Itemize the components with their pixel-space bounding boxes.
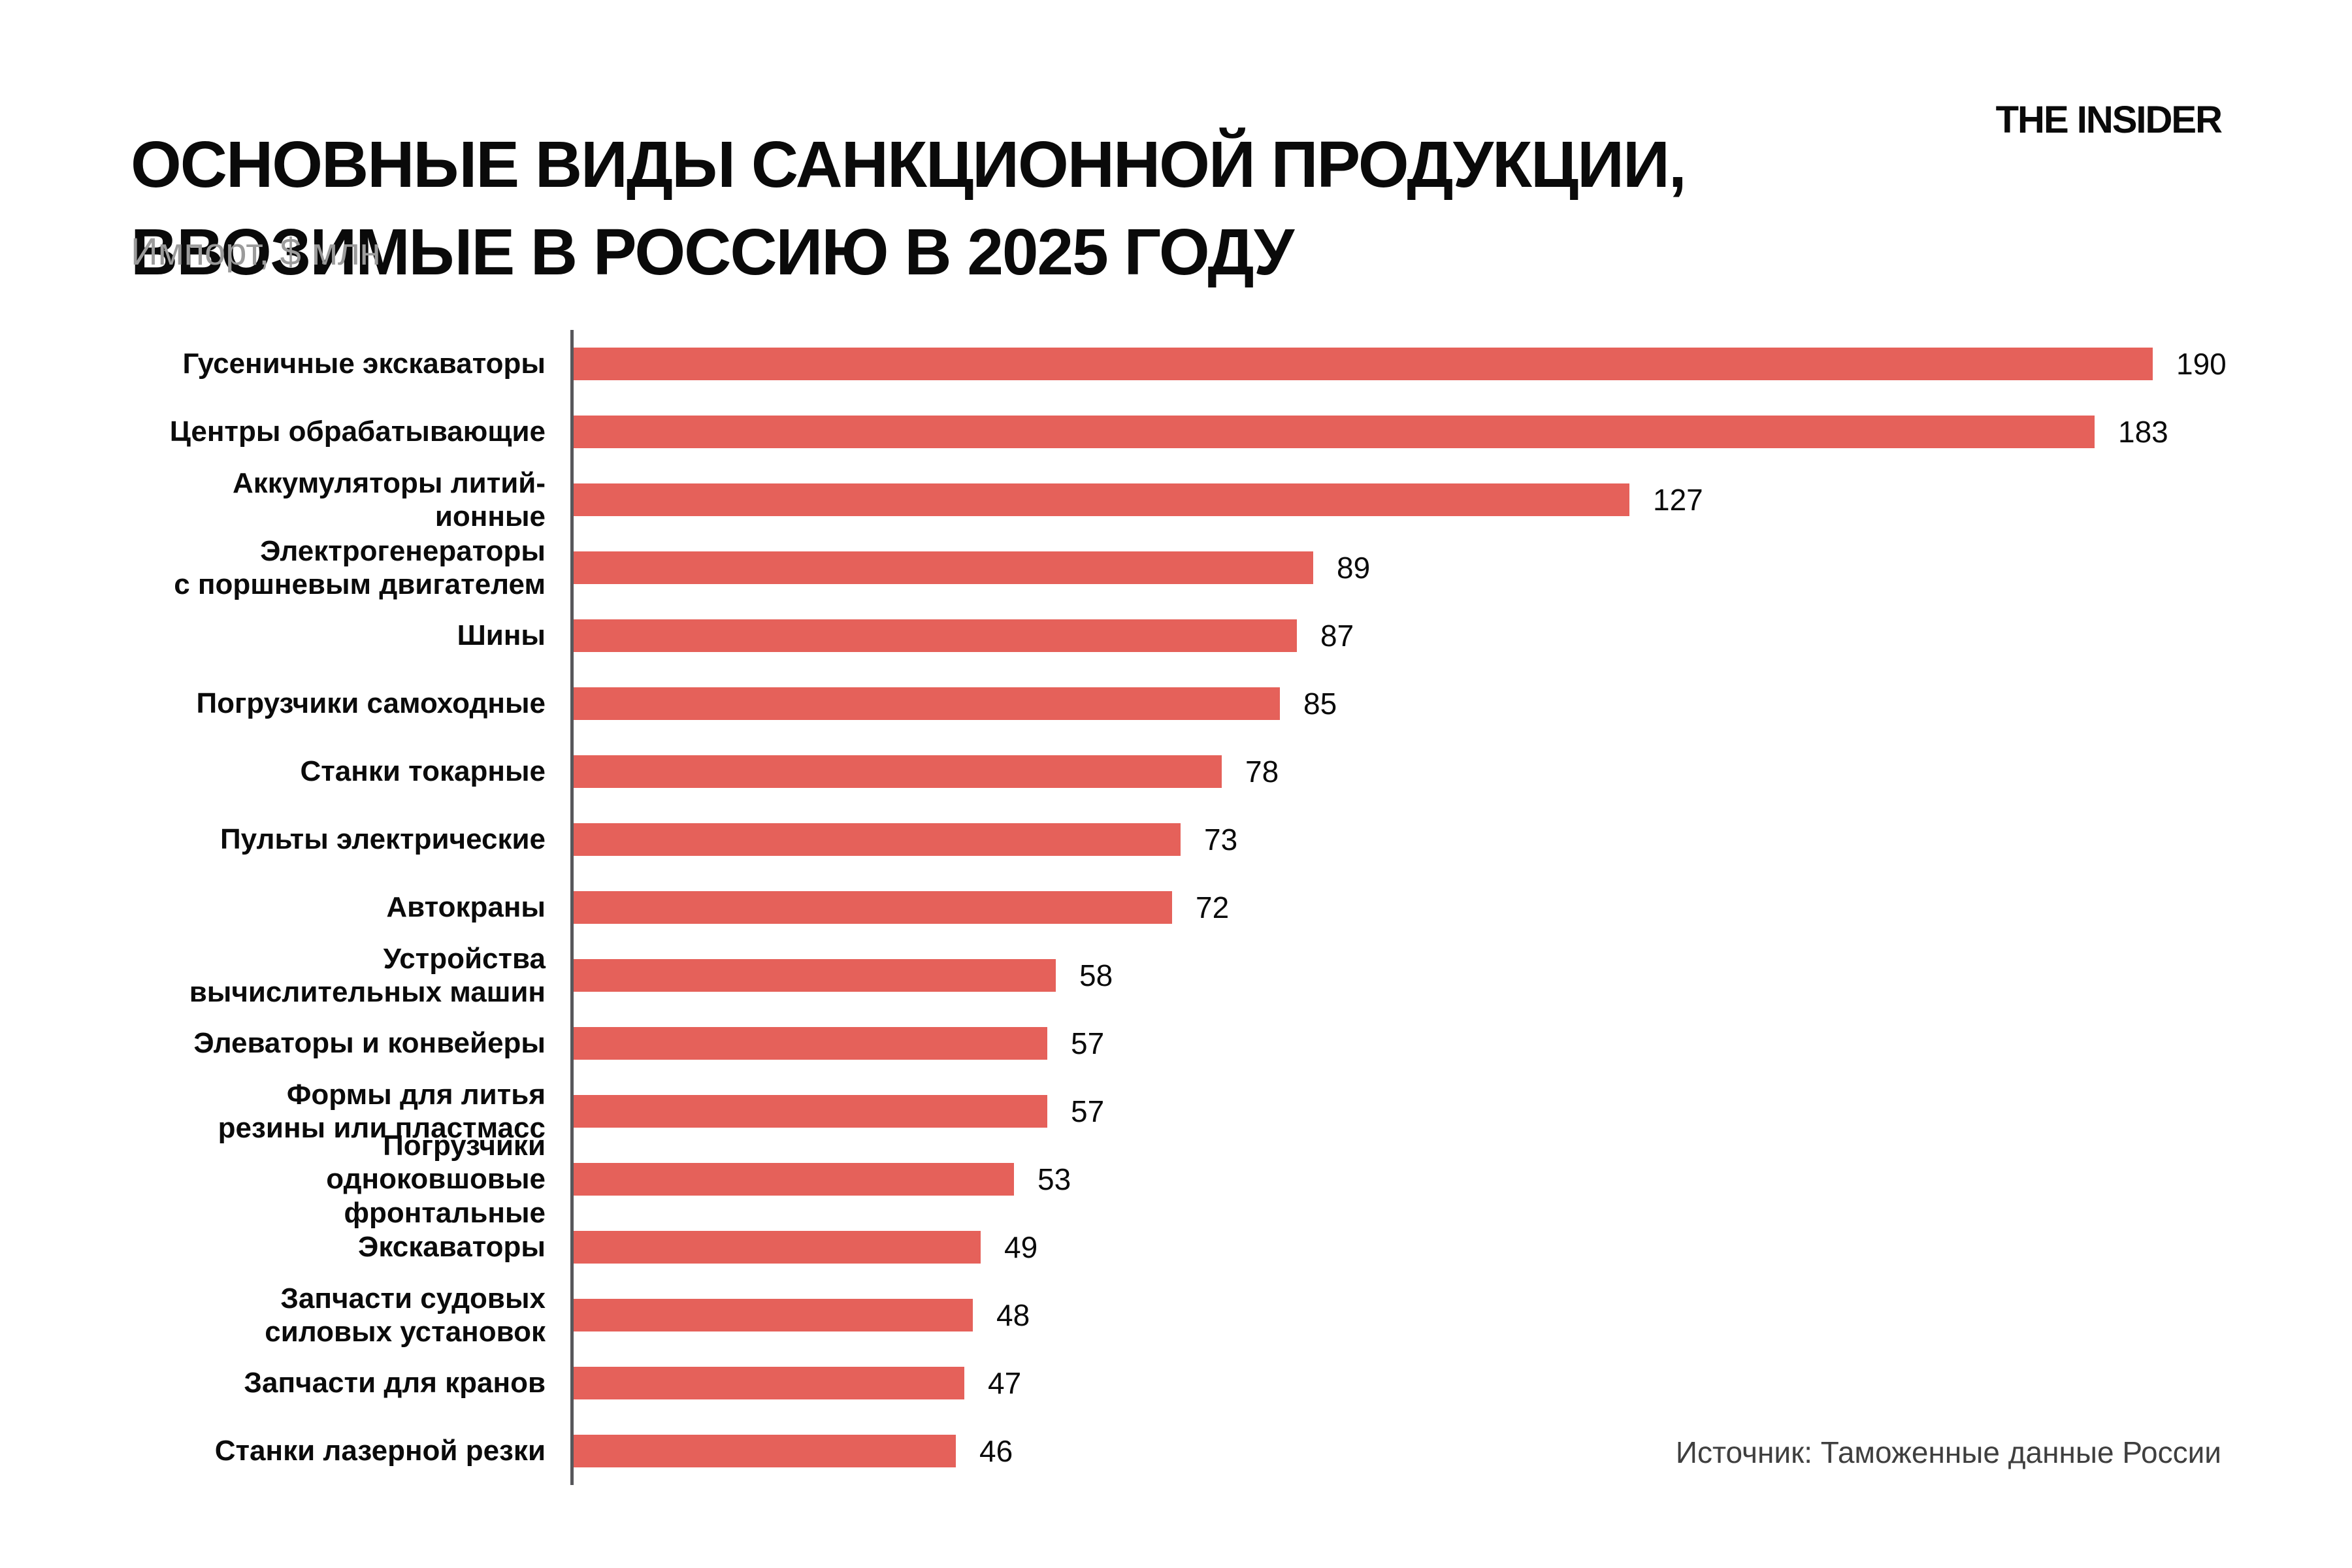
page-title-line-2: ВВОЗИМЫЕ В РОССИЮ В 2025 ГОДУ [131, 216, 1294, 289]
bar-row: Устройства вычислительных машин 58 [131, 941, 2221, 1009]
bar-plot-area: 47 [570, 1349, 2221, 1417]
bar-label: Запчасти для кранов [244, 1367, 546, 1399]
bar [574, 1027, 1047, 1060]
bar-plot-area: 57 [570, 1077, 2221, 1145]
bar-label: Станки лазерной резки [214, 1435, 546, 1467]
bar-plot-area: 78 [570, 738, 2221, 806]
bar-plot-area: 85 [570, 670, 2221, 738]
bar [574, 348, 2153, 380]
bar [574, 483, 1629, 516]
bar-label: Шины [457, 619, 546, 652]
bar-row: Экскаваторы 49 [131, 1213, 2221, 1281]
bar [574, 1367, 964, 1399]
bar-label: Автокраны [386, 891, 546, 924]
bar-row: Формы для литья резины или пластмасс 57 [131, 1077, 2221, 1145]
bar [574, 1231, 981, 1264]
bar [574, 1163, 1014, 1196]
bar [574, 687, 1280, 720]
bar-value: 85 [1303, 687, 1337, 721]
bar-row: Станки лазерной резки 46 [131, 1417, 2221, 1485]
bar-value: 78 [1245, 755, 1279, 789]
bar-value: 89 [1337, 551, 1371, 585]
bar-plot-area: 183 [570, 398, 2221, 466]
bar-plot-area: 87 [570, 602, 2221, 670]
bar-value: 49 [1004, 1230, 1038, 1264]
bar-row: Элеваторы и конвейеры 57 [131, 1009, 2221, 1077]
bar-label: Гусеничные экскаваторы [182, 348, 546, 380]
bar-label: Экскаваторы [358, 1231, 546, 1264]
source-note: Источник: Таможенные данные России [1675, 1435, 2221, 1469]
bar-row: Шины 87 [131, 602, 2221, 670]
bar [574, 551, 1313, 584]
bar-value: 46 [979, 1434, 1013, 1468]
bar [574, 1299, 973, 1331]
bar-plot-area: 48 [570, 1281, 2221, 1349]
bar-label: Станки токарные [300, 755, 546, 788]
bar [574, 823, 1181, 856]
bar-value: 72 [1196, 890, 1230, 924]
bar-plot-area: 49 [570, 1213, 2221, 1281]
bar [574, 755, 1222, 788]
bar-value: 73 [1204, 823, 1238, 857]
bar-plot-area: 57 [570, 1009, 2221, 1077]
bar-plot-area: 53 [570, 1145, 2221, 1213]
bar-plot-area: 58 [570, 941, 2221, 1009]
bar-value: 190 [2176, 347, 2227, 381]
bar-value: 53 [1037, 1162, 1071, 1196]
bar-label: Погрузчики самоходные [196, 687, 546, 720]
bar-value: 57 [1071, 1094, 1105, 1128]
bar-label: Устройства вычислительных машин [189, 942, 546, 1008]
bar-row: Станки токарные 78 [131, 738, 2221, 806]
bar [574, 416, 2095, 448]
bar-value: 87 [1320, 619, 1354, 653]
bar-row: Центры обрабатывающие 183 [131, 398, 2221, 466]
bar-row: Погрузчики одноковшовые фронтальные 53 [131, 1130, 2221, 1228]
bar-plot-area: 72 [570, 874, 2221, 941]
bar-row: Аккумуляторы литий-ионные 127 [131, 466, 2221, 534]
page-title: ОСНОВНЫЕ ВИДЫ САНКЦИОННОЙ ПРОДУКЦИИ, ВВО… [131, 121, 1687, 296]
bar-plot-area: 127 [570, 466, 2221, 534]
bar [574, 1435, 956, 1467]
bar [574, 959, 1056, 992]
bar-label: Электрогенераторы с поршневым двигателем [174, 534, 546, 600]
bar-row: Автокраны 72 [131, 874, 2221, 941]
bar-value: 57 [1071, 1026, 1105, 1060]
bar-value: 183 [2118, 415, 2168, 449]
bar-label: Формы для литья резины или пластмасс [218, 1078, 546, 1144]
bar-plot-area: 73 [570, 806, 2221, 874]
bar-plot-area: 89 [570, 534, 2221, 602]
bar-row: Электрогенераторы с поршневым двигателем… [131, 534, 2221, 602]
bar-label: Пульты электрические [220, 823, 546, 856]
chart-subtitle: Импорт, $ млн [131, 231, 381, 273]
bar-label: Элеваторы и конвейеры [193, 1027, 546, 1060]
bar-plot-area: 46 [570, 1417, 2221, 1485]
bar-label: Погрузчики одноковшовые фронтальные [326, 1130, 546, 1229]
bar-plot-area: 190 [570, 330, 2227, 398]
bar-row: Запчасти для кранов 47 [131, 1349, 2221, 1417]
bar-chart: Гусеничные экскаваторы 190 Центры обрабаты… [131, 330, 2227, 1485]
bar [574, 891, 1172, 924]
bar [574, 619, 1297, 652]
bar [574, 1095, 1047, 1128]
bar-label: Центры обрабатывающие [169, 416, 546, 448]
bar-value: 47 [988, 1366, 1022, 1400]
bar-value: 58 [1079, 958, 1113, 992]
bar-row: Пульты электрические 73 [131, 806, 2221, 874]
the-insider-logo: THE INSIDER [1995, 99, 2223, 141]
bar-label: Запчасти судовых силовых установок [265, 1282, 546, 1348]
bar-value: 48 [996, 1298, 1030, 1332]
bar-value: 127 [1653, 483, 1703, 517]
bar-row: Погрузчики самоходные 85 [131, 670, 2221, 738]
bar-label: Аккумуляторы литий-ионные [232, 466, 546, 532]
bar-row: Запчасти судовых силовых установок 48 [131, 1281, 2221, 1349]
page-title-line-1: ОСНОВНЫЕ ВИДЫ САНКЦИОННОЙ ПРОДУКЦИИ, [131, 128, 1687, 201]
bar-row: Гусеничные экскаваторы 190 [131, 330, 2227, 398]
